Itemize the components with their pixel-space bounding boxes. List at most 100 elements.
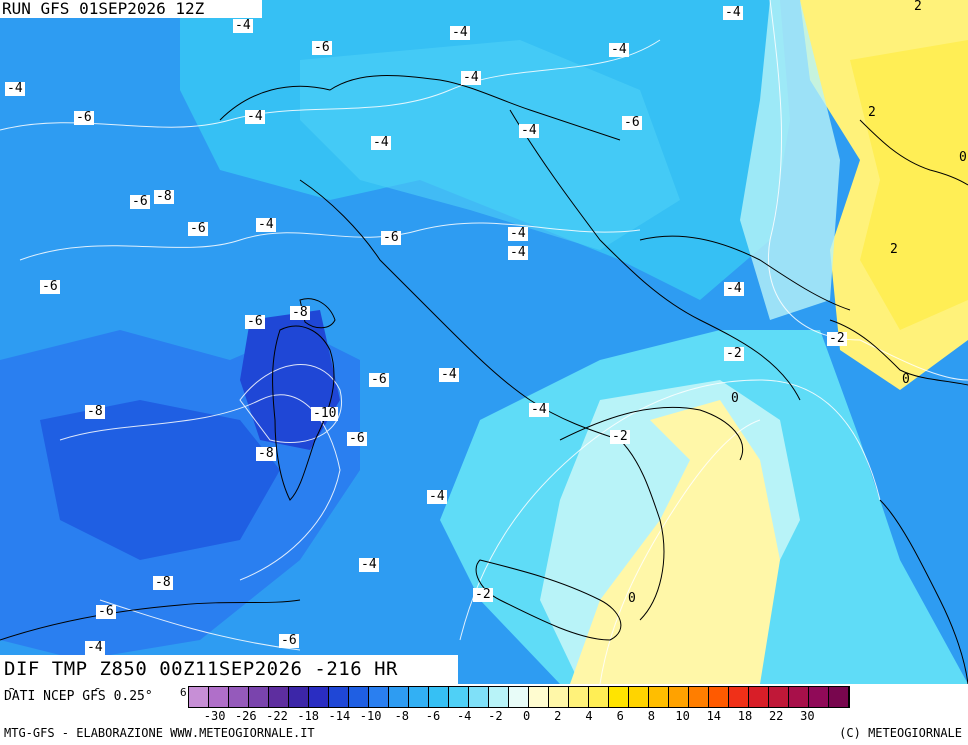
scale-tick-label: -4 [456, 709, 472, 723]
contour-label: -6 [188, 221, 208, 236]
contour-label: -4 [724, 281, 744, 296]
contour-label: -4 [519, 123, 539, 138]
scale-tick-label: 10 [675, 709, 690, 723]
scale-swatch [669, 687, 689, 707]
contour-label: -6 [381, 230, 401, 245]
scale-tick-label: -22 [266, 709, 288, 723]
contour-label: -2 [473, 587, 493, 602]
scale-tick-label: -30 [203, 709, 226, 723]
contour-label: -6 [74, 110, 94, 125]
contour-label: -4 [461, 70, 481, 85]
scale-tick-label: 0 [522, 709, 531, 723]
scale-swatch [709, 687, 729, 707]
scale-tick-label: -26 [234, 709, 257, 723]
scale-swatch [549, 687, 569, 707]
scale-tick-label: 4 [585, 709, 593, 723]
temperature-anomaly-map: -4 -4 -6 -4 -4 -4 -6 -4 -4 -6 -4 -6 -8 -… [0, 0, 968, 684]
map-field [0, 0, 968, 684]
contour-label: -8 [290, 305, 310, 320]
contour-label: -4 [359, 557, 379, 572]
scale-swatch [749, 687, 769, 707]
scale-swatch [809, 687, 829, 707]
contour-label: -2 [827, 331, 847, 346]
contour-label: -4 [371, 135, 391, 150]
contour-label: -6 [312, 40, 332, 55]
run-title: RUN GFS 01SEP2026 12Z [0, 0, 262, 18]
color-scale-bar [188, 686, 850, 708]
scale-swatch [489, 687, 509, 707]
contour-label: -4 [245, 109, 265, 124]
scale-tick-label: -2 [488, 709, 503, 723]
scale-tick-label: -14 [328, 709, 351, 723]
scale-swatch [329, 687, 349, 707]
footer-credit: MTG-GFS - ELABORAZIONE WWW.METEOGIORNALE… [4, 726, 315, 740]
contour-label: -2 [724, 346, 744, 361]
scale-swatch [289, 687, 309, 707]
scale-swatch [769, 687, 789, 707]
contour-label: -8 [85, 404, 105, 419]
scale-swatch [649, 687, 669, 707]
scale-swatch [789, 687, 809, 707]
footer-copyright: (C) METEOGIORNALE [839, 726, 962, 740]
contour-label: -4 [529, 402, 549, 417]
scale-tick-label: -10 [359, 709, 382, 723]
contour-label: -6 [347, 431, 367, 446]
scale-swatch [249, 687, 269, 707]
scale-swatch [209, 687, 229, 707]
scale-tick-label: 6 [616, 709, 624, 723]
scale-tick-label: 30 [800, 709, 815, 723]
scale-swatch [349, 687, 369, 707]
contour-label: 0 [628, 591, 636, 606]
scale-swatch [449, 687, 469, 707]
contour-label: -2 [610, 429, 630, 444]
scale-tick-label: 18 [737, 709, 753, 723]
contour-label: -6 [369, 372, 389, 387]
scale-tick-label: 22 [768, 709, 784, 723]
contour-label: -6 [40, 279, 60, 294]
contour-label: 2 [890, 242, 898, 257]
contour-label: -4 [85, 640, 105, 655]
contour-label: 0 [731, 391, 739, 406]
scale-swatch [729, 687, 749, 707]
contour-label: -6 [622, 115, 642, 130]
contour-label: 2 [868, 105, 876, 120]
contour-label: 0 [902, 372, 910, 387]
contour-label: -4 [508, 226, 528, 241]
scale-tick-label: 8 [647, 709, 656, 723]
scale-swatch [829, 687, 849, 707]
edge-label: 6 [180, 686, 187, 699]
scale-tick-label: -18 [297, 709, 320, 723]
contour-label: -4 [256, 217, 276, 232]
contour-label: 0 [959, 150, 967, 165]
scale-swatch [429, 687, 449, 707]
contour-label: -8 [154, 189, 174, 204]
scale-swatch [309, 687, 329, 707]
scale-tick-label: 2 [554, 709, 562, 723]
data-source-label: DATI NCEP GFS 0.25° [4, 689, 153, 704]
contour-label: -6 [96, 604, 116, 619]
scale-swatch [369, 687, 389, 707]
contour-label: -4 [427, 489, 447, 504]
scale-swatch [389, 687, 409, 707]
scale-swatch [409, 687, 429, 707]
scale-swatch [529, 687, 549, 707]
scale-tick-label: -6 [425, 709, 441, 723]
scale-swatch [629, 687, 649, 707]
scale-swatch [609, 687, 629, 707]
contour-label: -8 [153, 575, 173, 590]
scale-tick-label: 14 [706, 709, 722, 723]
contour-label: 2 [914, 0, 922, 14]
contour-label: -4 [233, 18, 253, 33]
scale-swatch [569, 687, 589, 707]
contour-label: -4 [508, 245, 528, 260]
contour-label: -4 [450, 25, 470, 40]
scale-swatch [589, 687, 609, 707]
contour-label: -4 [5, 81, 25, 96]
scale-swatch [269, 687, 289, 707]
scale-swatch [469, 687, 489, 707]
scale-swatch [189, 687, 209, 707]
contour-label: -8 [256, 446, 276, 461]
scale-swatch [229, 687, 249, 707]
variable-title: DIF TMP Z850 00Z11SEP2026 -216 HR [0, 655, 458, 684]
contour-label: -4 [609, 42, 629, 57]
